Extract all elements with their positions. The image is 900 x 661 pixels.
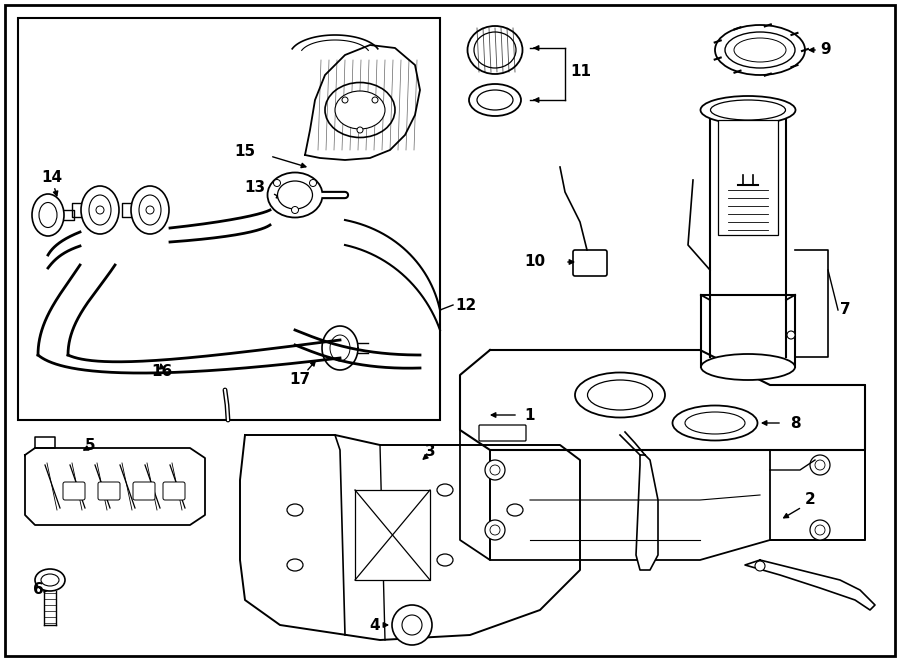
Ellipse shape xyxy=(477,90,513,110)
FancyBboxPatch shape xyxy=(479,425,526,441)
Text: 3: 3 xyxy=(425,444,436,459)
Circle shape xyxy=(787,331,795,339)
Ellipse shape xyxy=(734,38,786,62)
Polygon shape xyxy=(460,430,490,560)
Ellipse shape xyxy=(39,202,57,227)
Ellipse shape xyxy=(469,84,521,116)
Polygon shape xyxy=(770,385,865,540)
Ellipse shape xyxy=(710,100,786,120)
Circle shape xyxy=(490,465,500,475)
Ellipse shape xyxy=(32,194,64,236)
Ellipse shape xyxy=(725,32,795,68)
Ellipse shape xyxy=(672,405,758,440)
Text: 7: 7 xyxy=(840,303,850,317)
Ellipse shape xyxy=(287,504,303,516)
Ellipse shape xyxy=(437,554,453,566)
FancyBboxPatch shape xyxy=(573,250,607,276)
FancyBboxPatch shape xyxy=(98,482,120,500)
Polygon shape xyxy=(490,450,865,560)
Text: 1: 1 xyxy=(525,407,535,422)
Circle shape xyxy=(815,460,825,470)
FancyBboxPatch shape xyxy=(63,482,85,500)
Ellipse shape xyxy=(335,91,385,129)
Polygon shape xyxy=(636,455,658,570)
Circle shape xyxy=(342,97,348,103)
Bar xyxy=(718,120,778,235)
Ellipse shape xyxy=(267,173,322,217)
Circle shape xyxy=(310,180,317,186)
Text: 8: 8 xyxy=(790,416,801,430)
Text: 12: 12 xyxy=(455,297,476,313)
Ellipse shape xyxy=(685,412,745,434)
Text: 2: 2 xyxy=(805,492,815,508)
Ellipse shape xyxy=(701,354,795,380)
Circle shape xyxy=(357,127,363,133)
Ellipse shape xyxy=(588,380,652,410)
Circle shape xyxy=(402,615,422,635)
Polygon shape xyxy=(745,560,875,610)
Text: 11: 11 xyxy=(570,65,591,79)
Text: 15: 15 xyxy=(234,145,255,159)
Text: 16: 16 xyxy=(151,364,173,379)
Circle shape xyxy=(96,206,104,214)
Text: 4: 4 xyxy=(370,617,381,633)
Ellipse shape xyxy=(35,569,65,591)
Circle shape xyxy=(755,561,765,571)
Text: 5: 5 xyxy=(85,438,95,453)
Circle shape xyxy=(146,206,154,214)
Circle shape xyxy=(274,180,281,186)
Ellipse shape xyxy=(467,26,523,74)
Ellipse shape xyxy=(474,32,516,68)
Polygon shape xyxy=(25,448,205,525)
Ellipse shape xyxy=(287,559,303,571)
Ellipse shape xyxy=(437,484,453,496)
Circle shape xyxy=(372,97,378,103)
Polygon shape xyxy=(460,350,865,450)
Ellipse shape xyxy=(715,25,805,75)
Circle shape xyxy=(392,605,432,645)
Ellipse shape xyxy=(700,96,796,124)
Circle shape xyxy=(810,520,830,540)
Ellipse shape xyxy=(507,504,523,516)
FancyBboxPatch shape xyxy=(133,482,155,500)
Circle shape xyxy=(485,460,505,480)
Polygon shape xyxy=(355,490,430,580)
Ellipse shape xyxy=(131,186,169,234)
Circle shape xyxy=(810,455,830,475)
Text: 13: 13 xyxy=(244,180,265,196)
Bar xyxy=(18,18,440,420)
Polygon shape xyxy=(240,435,580,640)
Text: 6: 6 xyxy=(32,582,43,598)
Ellipse shape xyxy=(325,83,395,137)
Text: 10: 10 xyxy=(524,254,545,270)
Circle shape xyxy=(485,520,505,540)
Text: 17: 17 xyxy=(290,373,310,387)
Ellipse shape xyxy=(277,181,312,209)
Text: 9: 9 xyxy=(820,42,831,58)
Circle shape xyxy=(292,206,299,214)
Ellipse shape xyxy=(139,195,161,225)
Ellipse shape xyxy=(41,574,59,586)
Text: 14: 14 xyxy=(41,171,63,186)
Polygon shape xyxy=(305,45,420,160)
FancyBboxPatch shape xyxy=(163,482,185,500)
Ellipse shape xyxy=(81,186,119,234)
Circle shape xyxy=(490,525,500,535)
Circle shape xyxy=(815,525,825,535)
Ellipse shape xyxy=(89,195,111,225)
Ellipse shape xyxy=(575,373,665,418)
